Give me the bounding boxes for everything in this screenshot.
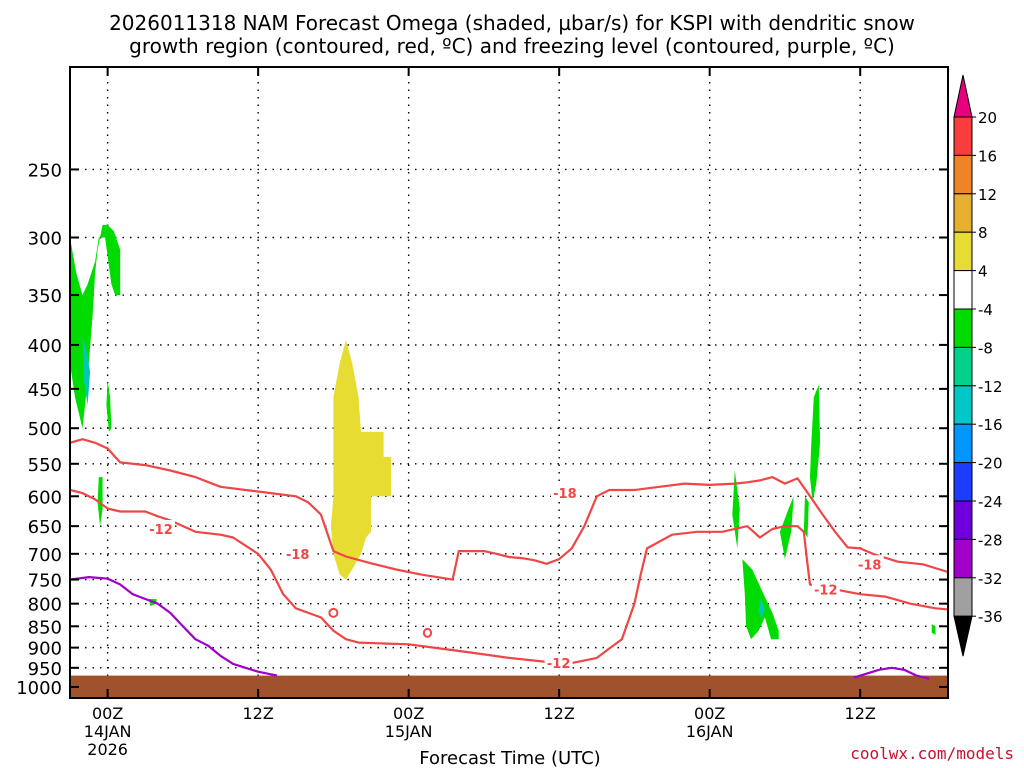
colorbar-swatch xyxy=(953,231,973,272)
y-tick-label: 750 xyxy=(28,571,62,592)
colorbar-label: -32 xyxy=(978,570,1003,588)
colorbar-swatch xyxy=(953,116,973,156)
colorbar-label: -4 xyxy=(978,301,993,319)
colorbar-label: 16 xyxy=(978,147,997,165)
x-tick-date: 16JAN xyxy=(686,722,734,741)
omega-shaded-region xyxy=(330,340,392,580)
y-tick-label: 850 xyxy=(28,617,62,638)
colorbar-swatch xyxy=(953,154,973,195)
colorbar-swatch xyxy=(953,308,973,348)
temperature-contour-closed xyxy=(422,627,433,638)
contour-label: -12 xyxy=(149,523,173,538)
colorbar-swatch xyxy=(953,500,973,540)
x-tick-label: 12Z xyxy=(242,704,273,723)
colorbar-swatch xyxy=(953,538,973,579)
y-tick-label: 650 xyxy=(28,517,62,538)
contour-label-bg xyxy=(811,580,840,598)
contour-label-bg xyxy=(544,654,573,672)
y-tick-label: 550 xyxy=(28,455,62,476)
omega-shaded-region xyxy=(97,477,103,527)
plot-frame xyxy=(69,66,949,699)
freezing-level-contour xyxy=(70,576,278,677)
colorbar-swatch xyxy=(953,577,973,617)
terrain-band xyxy=(70,675,948,698)
colorbar-label: -28 xyxy=(978,531,1003,549)
contour-label-bg xyxy=(147,520,176,538)
contour-label: -12 xyxy=(547,657,571,672)
colorbar-label: -12 xyxy=(978,378,1003,396)
y-tick-label: 350 xyxy=(28,286,62,307)
temperature-contour xyxy=(70,488,948,665)
omega-shaded-region xyxy=(803,496,809,538)
x-tick-date: 14JAN xyxy=(84,722,132,741)
x-axis-label: Forecast Time (UTC) xyxy=(419,748,600,768)
contour-label: -12 xyxy=(814,583,838,598)
contour-label: -18 xyxy=(286,548,310,563)
colorbar-label: -8 xyxy=(978,339,993,357)
y-tick-label: 600 xyxy=(28,487,62,508)
colorbar-legend: 20 16 12 8 4 -4 -8 -12 -16 -20 -24 -28 -32 -36 xyxy=(953,74,1003,657)
omega-shaded-region xyxy=(742,559,779,640)
colorbar-swatch xyxy=(953,346,973,387)
colorbar-label: 20 xyxy=(978,109,997,127)
y-tick-label: 800 xyxy=(28,595,62,616)
omega-shaded-region xyxy=(82,335,91,406)
colorbar-swatch xyxy=(953,423,973,464)
y-axis: 2503003504004505005506006507007508008509… xyxy=(16,160,948,699)
y-tick-label: 300 xyxy=(28,229,62,250)
colorbar-swatch xyxy=(953,462,973,502)
x-tick-label: 12Z xyxy=(845,704,876,723)
colorbar-label: -24 xyxy=(978,493,1003,511)
colorbar-top-arrow xyxy=(953,74,973,118)
colorbar-label: 4 xyxy=(978,263,988,281)
contour-label-bg xyxy=(855,555,884,573)
y-tick-label: 400 xyxy=(28,336,62,357)
contour-label: -18 xyxy=(553,487,577,502)
y-tick-label: 1000 xyxy=(16,678,62,699)
contour-label-bg xyxy=(550,484,579,502)
y-tick-label: 250 xyxy=(28,160,62,181)
y-tick-label: 500 xyxy=(28,419,62,440)
omega-shaded-region xyxy=(758,599,765,618)
freezing-level-contour xyxy=(853,666,930,680)
contour-label-bg xyxy=(283,544,312,562)
colorbar-label: -20 xyxy=(978,455,1003,473)
x-tick-label: 00Z xyxy=(694,704,725,723)
contour-label: -18 xyxy=(858,558,882,573)
colorbar-swatch xyxy=(953,385,973,425)
y-tick-label: 450 xyxy=(28,380,62,401)
temperature-contour-closed xyxy=(328,607,339,618)
colorbar-label: -16 xyxy=(978,416,1003,434)
credit-text: coolwx.com/models xyxy=(850,744,1014,763)
omega-shaded-region xyxy=(70,224,121,429)
omega-shaded-region xyxy=(931,624,936,635)
colorbar-label: 12 xyxy=(978,186,997,204)
omega-shaded-region xyxy=(779,496,794,560)
x-tick-date: 15JAN xyxy=(385,722,433,741)
colorbar-bottom-arrow xyxy=(953,615,973,657)
chart-title-line-2: growth region (contoured, red, ºC) and f… xyxy=(129,34,895,58)
plot-area: -12 -18 -18 -12 -18 -12 xyxy=(69,66,949,699)
y-tick-label: 900 xyxy=(28,639,62,660)
omega-shaded-region xyxy=(106,380,112,432)
colorbar-label: -36 xyxy=(978,608,1003,626)
colorbar-swatch xyxy=(953,193,973,233)
omega-shaded-region xyxy=(810,384,821,503)
x-tick-label: 12Z xyxy=(544,704,575,723)
colorbar-label: 8 xyxy=(978,224,988,242)
y-tick-label: 700 xyxy=(28,545,62,566)
x-tick-label: 00Z xyxy=(92,704,123,723)
temperature-contour xyxy=(70,438,948,581)
y-tick-label: 950 xyxy=(28,659,62,680)
chart-title-line-1: 2026011318 NAM Forecast Omega (shaded, µ… xyxy=(109,11,915,35)
colorbar-swatch xyxy=(953,270,973,310)
x-tick-year: 2026 xyxy=(87,740,128,759)
x-tick-label: 00Z xyxy=(393,704,424,723)
